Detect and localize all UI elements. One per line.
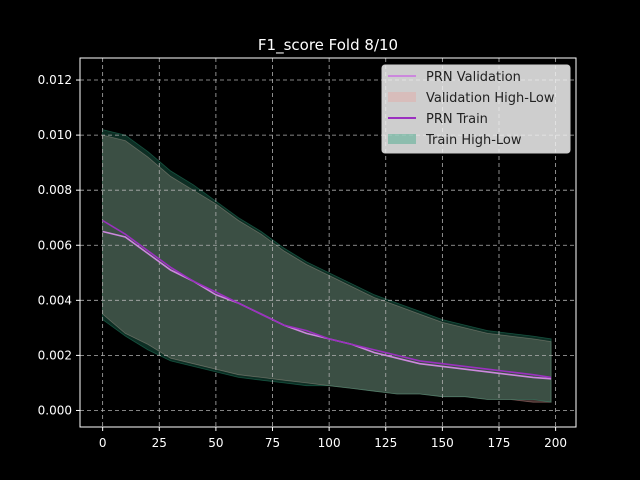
band-train-high-low	[102, 129, 552, 403]
legend-swatch-train-high-low	[388, 134, 416, 144]
x-tick-label: 0	[99, 436, 107, 450]
legend-label-prn-validation: PRN Validation	[426, 70, 521, 85]
x-tick-label: 125	[374, 436, 397, 450]
axes-frame	[79, 57, 577, 428]
legend-label-train-high-low: Train High-Low	[425, 133, 522, 148]
y-tick-label: 0.010	[38, 128, 72, 142]
y-tick-label: 0.000	[38, 403, 72, 417]
legend: PRN Validation Validation High-Low PRN Tra…	[381, 64, 571, 154]
x-tick-label: 100	[318, 436, 341, 450]
line-prn-train	[102, 219, 552, 379]
x-tick-label: 50	[208, 436, 223, 450]
x-tick-label: 175	[488, 436, 511, 450]
lines-layer	[102, 219, 552, 380]
legend-swatch-validation-high-low	[388, 92, 416, 102]
y-axis: 0.000 0.002 0.004 0.006 0.008 0.010 0.012	[38, 73, 80, 417]
y-tick-label: 0.006	[38, 238, 72, 252]
chart-title: F1_score Fold 8/10	[258, 36, 398, 55]
y-tick-label: 0.008	[38, 183, 72, 197]
y-tick-label: 0.002	[38, 348, 72, 362]
x-tick-label: 25	[152, 436, 167, 450]
legend-label-prn-train: PRN Train	[426, 112, 488, 127]
band-validation-high-low	[102, 134, 552, 403]
x-tick-label: 200	[544, 436, 567, 450]
x-tick-label: 150	[431, 436, 454, 450]
y-tick-label: 0.012	[38, 73, 72, 87]
x-tick-label: 75	[265, 436, 280, 450]
legend-box	[381, 64, 571, 154]
bands-layer	[102, 129, 552, 403]
x-axis: 0 25 50 75 100 125 150 175 200	[99, 427, 567, 450]
legend-label-validation-high-low: Validation High-Low	[426, 91, 555, 106]
y-tick-label: 0.004	[38, 293, 72, 307]
